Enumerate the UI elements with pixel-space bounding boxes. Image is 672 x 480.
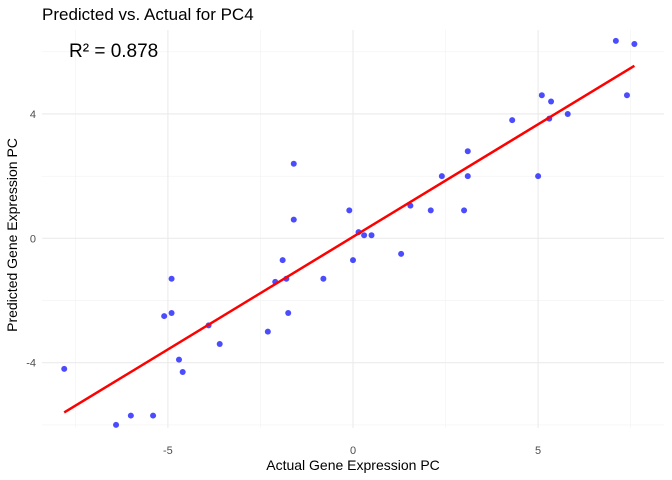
data-point [279, 257, 286, 264]
data-point [438, 173, 445, 180]
data-point [150, 412, 157, 419]
data-point [564, 110, 571, 117]
data-point [179, 369, 186, 376]
regression-line [63, 64, 636, 414]
data-point [548, 98, 555, 105]
data-point [346, 207, 353, 214]
data-point [631, 40, 638, 47]
data-point [264, 328, 271, 335]
data-point [290, 160, 297, 167]
data-point [464, 173, 471, 180]
y-tick-label: 0 [30, 233, 36, 245]
x-tick-label: 5 [535, 445, 541, 457]
x-tick-label: -5 [163, 445, 173, 457]
data-point [61, 365, 68, 372]
data-point [168, 309, 175, 316]
data-point [461, 207, 468, 214]
data-point [509, 117, 516, 124]
x-axis-tick-labels: -5 0 5 [163, 445, 541, 457]
y-tick-label: 4 [30, 109, 36, 121]
data-point [427, 207, 434, 214]
data-point [361, 232, 368, 239]
data-point [290, 216, 297, 223]
data-point [350, 257, 356, 264]
data-point [464, 148, 471, 155]
r-squared-annotation: R² = 0.878 [69, 41, 158, 62]
data-point [175, 356, 182, 363]
y-axis-tick-labels: -4 0 4 [26, 109, 36, 370]
data-point [398, 250, 405, 257]
data-point [168, 275, 175, 282]
x-tick-label: 0 [350, 445, 356, 457]
y-tick-label: -4 [26, 358, 36, 370]
data-points [61, 37, 638, 428]
data-point [538, 92, 545, 99]
data-point [216, 341, 223, 348]
y-axis-title: Predicted Gene Expression PC [4, 138, 20, 332]
data-point [127, 412, 134, 419]
chart-title: Predicted vs. Actual for PC4 [42, 5, 254, 24]
x-axis-title: Actual Gene Expression PC [266, 457, 440, 473]
data-point [623, 92, 630, 99]
data-point [285, 309, 292, 316]
data-point [535, 173, 542, 180]
data-point [113, 421, 120, 428]
data-point [161, 313, 168, 320]
data-point [612, 37, 619, 44]
data-point [320, 275, 327, 282]
data-point [368, 232, 375, 239]
